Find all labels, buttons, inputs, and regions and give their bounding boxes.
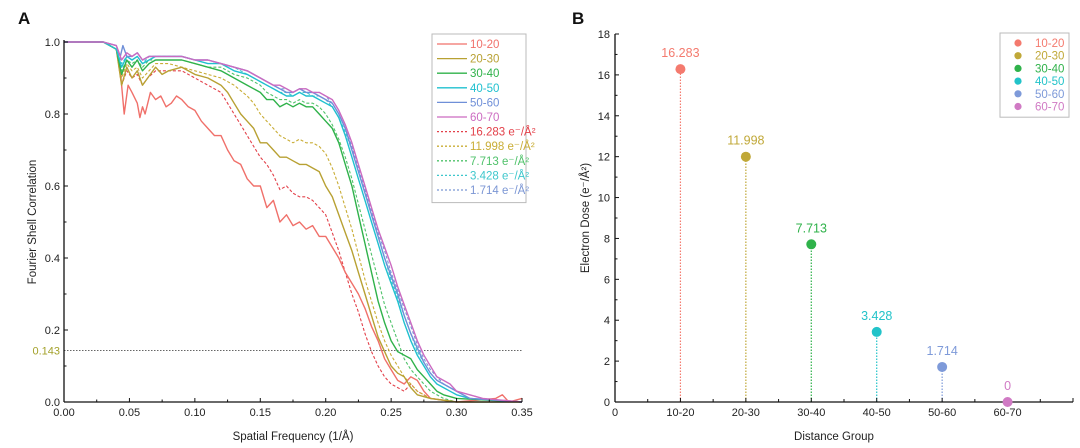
a-x-tick-label: 0.35 <box>511 407 532 419</box>
a-legend-label: 1.714 e⁻/Å² <box>470 184 529 197</box>
b-x-tick-label: 10-20 <box>666 407 694 419</box>
series-line-16-283-e- <box>64 41 522 403</box>
b-y-tick-label: 12 <box>598 152 610 164</box>
a-y-tick-label: 0.2 <box>45 325 60 337</box>
b-legend-label: 20-30 <box>1035 51 1064 63</box>
b-legend-label: 10-20 <box>1035 38 1064 50</box>
series-line-40-50 <box>64 41 523 403</box>
a-y-tick-label: 0.8 <box>45 109 60 121</box>
a-x-tick-label: 0.25 <box>380 407 401 419</box>
b-legend-marker <box>1014 64 1022 72</box>
b-x-tick-label: 50-60 <box>928 407 956 419</box>
b-x-tick-label: 60-70 <box>994 407 1022 419</box>
panel-a-fsc-chart: A 0.143 0.00 0.05 0.10 0.15 0.20 0.25 0.30 0.35… <box>18 9 536 443</box>
b-value-label: 7.713 <box>796 221 827 235</box>
series-line-11-998-e- <box>64 41 522 403</box>
b-point-10-20 <box>675 64 686 75</box>
b-legend-label: 30-40 <box>1035 63 1064 75</box>
b-value-label: 11.998 <box>727 134 764 148</box>
a-legend-label: 50-60 <box>470 97 499 109</box>
b-point-30-40 <box>806 239 817 250</box>
b-y-tick-label: 18 <box>598 29 610 41</box>
b-point-50-60 <box>937 361 948 372</box>
b-legend-label: 50-60 <box>1035 89 1064 101</box>
b-value-label: 3.428 <box>861 309 892 323</box>
a-axes: 0.00 0.05 0.10 0.15 0.20 0.25 0.30 0.35 0.0 0.2 0.… <box>45 37 533 419</box>
a-threshold-group: 0.143 <box>32 346 522 358</box>
a-x-tick-label: 0.15 <box>250 407 271 419</box>
a-legend-label: 11.998 e⁻/Å² <box>470 140 535 153</box>
b-x-axis-title: Distance Group <box>794 431 874 443</box>
b-stems <box>679 69 943 402</box>
a-legend-label: 3.428 e⁻/Å² <box>470 169 529 182</box>
b-legend-marker <box>1014 90 1022 98</box>
b-y-tick-label: 2 <box>604 356 610 368</box>
b-y-tick-label: 8 <box>604 233 610 245</box>
a-y-tick-label: 0.6 <box>45 181 60 193</box>
b-point-20-30 <box>740 151 751 162</box>
panel-b-label: B <box>572 9 584 28</box>
b-x-tick-label: 0 <box>612 407 618 419</box>
a-x-tick-label: 0.10 <box>184 407 205 419</box>
b-point-60-70 <box>1002 397 1013 407</box>
a-legend: 10-20 20-30 30-40 40-50 50-60 60-70 16.283 e⁻/… <box>431 33 536 204</box>
series-line-10-20 <box>64 41 523 403</box>
panel-a-label: A <box>18 9 30 28</box>
b-legend-label: 60-70 <box>1035 102 1064 114</box>
a-x-tick-label: 0.05 <box>119 407 140 419</box>
a-legend-label: 30-40 <box>470 68 499 80</box>
series-line-60-70 <box>64 41 523 403</box>
b-legend-marker <box>1014 52 1022 60</box>
b-y-axis-title: Electron Dose (e⁻/Å²) <box>579 163 592 273</box>
a-y-axis-title: Fourier Shell Correlation <box>27 160 39 285</box>
b-legend-marker <box>1014 39 1022 47</box>
a-x-tick-label: 0.30 <box>446 407 467 419</box>
b-y-tick-label: 6 <box>604 274 610 286</box>
a-legend-box <box>431 33 527 204</box>
a-x-axis-title: Spatial Frequency (1/Å) <box>233 430 354 443</box>
b-value-label: 0 <box>1004 379 1011 393</box>
a-y-tick-label: 0.4 <box>45 253 60 265</box>
b-y-tick-label: 4 <box>604 315 610 327</box>
threshold-label: 0.143 <box>32 346 60 358</box>
series-line-7-713-e- <box>64 41 522 403</box>
a-series-lines <box>64 41 523 403</box>
b-y-tick-label: 14 <box>598 111 610 123</box>
a-legend-label: 10-20 <box>470 39 499 51</box>
b-y-tick-label: 16 <box>598 70 610 82</box>
b-points: 16.283 11.998 7.713 3.428 1.714 0 <box>661 46 1013 407</box>
a-legend-label: 60-70 <box>470 112 499 124</box>
series-line-20-30 <box>64 41 522 403</box>
b-x-tick-label: 20-30 <box>732 407 760 419</box>
a-legend-label: 40-50 <box>470 83 499 95</box>
b-point-40-50 <box>871 326 882 337</box>
b-legend-box <box>999 32 1070 118</box>
a-y-tick-label: 0.0 <box>45 397 60 409</box>
b-value-label: 16.283 <box>661 46 699 60</box>
a-legend-label: 7.713 e⁻/Å² <box>470 155 529 168</box>
a-legend-label: 20-30 <box>470 54 499 66</box>
b-value-label: 1.714 <box>927 344 958 358</box>
b-x-tick-label: 40-50 <box>863 407 891 419</box>
b-y-tick-label: 10 <box>598 193 610 205</box>
a-y-tick-label: 1.0 <box>45 37 60 49</box>
b-legend-label: 40-50 <box>1035 76 1064 88</box>
a-legend-label: 16.283 e⁻/Å² <box>470 126 536 139</box>
series-line-30-40 <box>64 41 523 403</box>
b-y-tick-label: 0 <box>604 397 610 409</box>
b-legend-marker <box>1014 77 1022 85</box>
a-x-tick-label: 0.20 <box>315 407 336 419</box>
b-x-tick-label: 30-40 <box>797 407 825 419</box>
b-legend-marker <box>1014 102 1022 111</box>
a-x-tick-label: 0.00 <box>53 407 74 419</box>
